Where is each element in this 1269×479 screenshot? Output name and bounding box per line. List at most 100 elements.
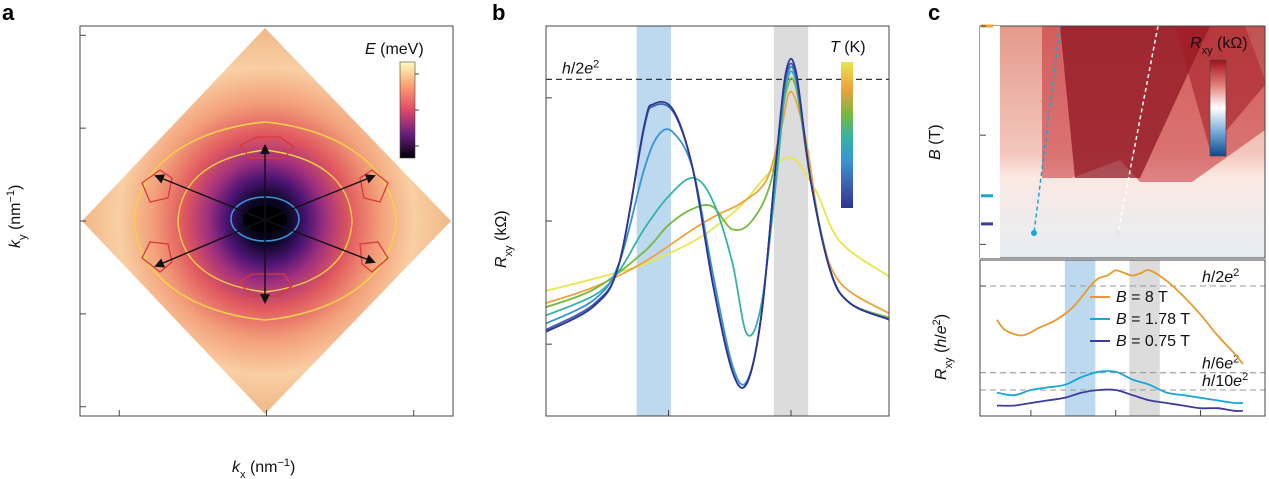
reference-line-label: h/10e2 (1202, 371, 1248, 390)
reference-line-label-part: h (562, 60, 571, 77)
y-axis-label: Rxy (kΩ) (493, 210, 515, 268)
reference-line-label-part: e (584, 60, 593, 77)
panel-c-top-axes: B (T) (927, 25, 986, 245)
y-axis-label-part: xy (503, 245, 515, 257)
x-axis-label-part: −1 (278, 457, 291, 469)
reference-line-label-part: h (1202, 269, 1211, 286)
panel-b-axes: Rxy (kΩ) (493, 97, 792, 416)
panel-b-reference-line: h/2e2 (546, 58, 889, 80)
legend-entry: B = 8 T (1116, 289, 1168, 306)
contour-outer (133, 121, 397, 321)
legend-entry-part: = 8 T (1127, 289, 1168, 306)
y-axis-label-part: (kΩ) (493, 210, 510, 245)
pocket-lower-right (359, 241, 389, 273)
panel-c-colorbar (1209, 59, 1227, 157)
pocket-upper-left (141, 169, 173, 203)
panel-b-frame (545, 25, 890, 417)
panel-b-bands (636, 26, 809, 416)
panel-letter-c: c (928, 0, 940, 25)
reference-line-label-part: h (1202, 373, 1211, 390)
series-line (996, 269, 1244, 365)
y-axis-label-part: ) (7, 185, 24, 190)
series-line-T6 (545, 90, 890, 315)
reference-line-label: h/2e2 (1202, 267, 1239, 286)
panel-letter-b: b (492, 0, 505, 25)
reference-line-label: h/2e2 (562, 58, 599, 77)
y-axis-label-part: ) (933, 314, 950, 319)
legend-entry-part: B (1116, 311, 1127, 328)
y-axis-label-part: R (493, 256, 510, 268)
x-axis-label-part: k (232, 459, 241, 476)
y-axis-label-part: −1 (5, 190, 17, 203)
series-line (996, 388, 1243, 412)
reference-line-label-part: /6 (1211, 356, 1224, 373)
panel-a-plot: kx (nm−1)ky (nm−1) E (meV) (5, 25, 454, 479)
reference-line-label-part: h (1202, 356, 1211, 373)
reference-line-label-part: 2 (1233, 354, 1239, 366)
y-axis-label-part: y (17, 234, 29, 240)
panel-c-top-margin (980, 26, 1000, 258)
arrow-upper-right (264, 174, 376, 221)
reference-line-label-part: e (1233, 373, 1242, 390)
x-axis-label-part: x (240, 469, 246, 479)
panel-b-temperature-legend-bar (841, 62, 853, 208)
x-axis-label-part: ) (290, 459, 295, 476)
reference-line-label: h/6e2 (1202, 354, 1239, 373)
panel-a-colorbar-title: E (meV) (365, 41, 424, 58)
y-axis-label-part: k (7, 239, 24, 248)
series-line-T10 (545, 156, 890, 292)
reference-line-label-part: e (1224, 356, 1233, 373)
legend-entry-part: = 0.75 T (1127, 333, 1191, 350)
colorbar-title-part: (meV) (376, 41, 424, 58)
reference-line-label-part: /10 (1211, 373, 1233, 390)
pocket-bottom (239, 273, 293, 297)
y-axis-label: ky (nm−1) (5, 185, 29, 248)
heatmap-white-dot (1115, 230, 1121, 236)
y-axis-label-part: ( (933, 347, 950, 357)
colorbar-title-part: (kΩ) (1213, 35, 1248, 52)
panel-b-plot: h/2e2 Rxy (kΩ) T (K) (493, 25, 890, 417)
nesting-arrows (154, 144, 376, 304)
y-axis-label-part: xy (943, 357, 955, 369)
x-axis-label-part: (nm (246, 459, 278, 476)
arrow-upper-left (154, 174, 266, 221)
y-axis-label-part: (nm (7, 203, 24, 235)
y-axis-label-part: e (933, 325, 950, 334)
panel-c-bottom-frame (979, 259, 1266, 417)
legend-title-part: T (830, 39, 841, 56)
pocket-top (238, 136, 295, 159)
panel-b-series (545, 57, 890, 389)
y-axis-label-part: / (933, 334, 950, 339)
legend-entry: B = 1.78 T (1116, 311, 1190, 328)
panel-c-series (996, 269, 1244, 412)
panel-c-colorbar-title: Rxy (kΩ) (1190, 35, 1248, 57)
legend-title-part: (K) (840, 39, 866, 56)
panel-b-legend: T (K) (830, 39, 866, 56)
y-axis-label: B (T) (927, 124, 944, 160)
reference-line-label-part: 2 (1233, 267, 1239, 279)
arrow-lower-right (264, 219, 376, 264)
legend-entry-part: = 1.78 T (1127, 311, 1191, 328)
panel-a-axes: kx (nm−1)ky (nm−1) (5, 34, 415, 479)
legend-entry-part: B (1116, 289, 1127, 306)
pocket-lower-left (141, 241, 173, 273)
x-axis-label: kx (nm−1) (232, 457, 295, 479)
y-axis-label-part: 2 (931, 319, 943, 325)
y-axis-label-part: R (933, 368, 950, 380)
heatmap-blue-dot (1031, 230, 1037, 236)
arrow-lower-left (154, 219, 266, 268)
heatmap-white-dashed-line (1117, 25, 1159, 234)
series-line-T0.1 (545, 57, 890, 389)
panel-letter-a: a (2, 0, 15, 25)
y-axis-label-part: B (927, 149, 944, 160)
heatmap-dark-red-region (1060, 26, 1210, 178)
reference-line-label-part: e (1224, 269, 1233, 286)
panel-a-colorbar (399, 61, 416, 159)
legend-entry: B = 0.75 T (1116, 333, 1190, 350)
reference-line-label-part: 2 (1242, 371, 1248, 383)
colorbar-title-part: xy (1202, 45, 1214, 57)
colorbar-title-part: E (365, 41, 376, 58)
reference-line-label-part: /2 (571, 60, 584, 77)
